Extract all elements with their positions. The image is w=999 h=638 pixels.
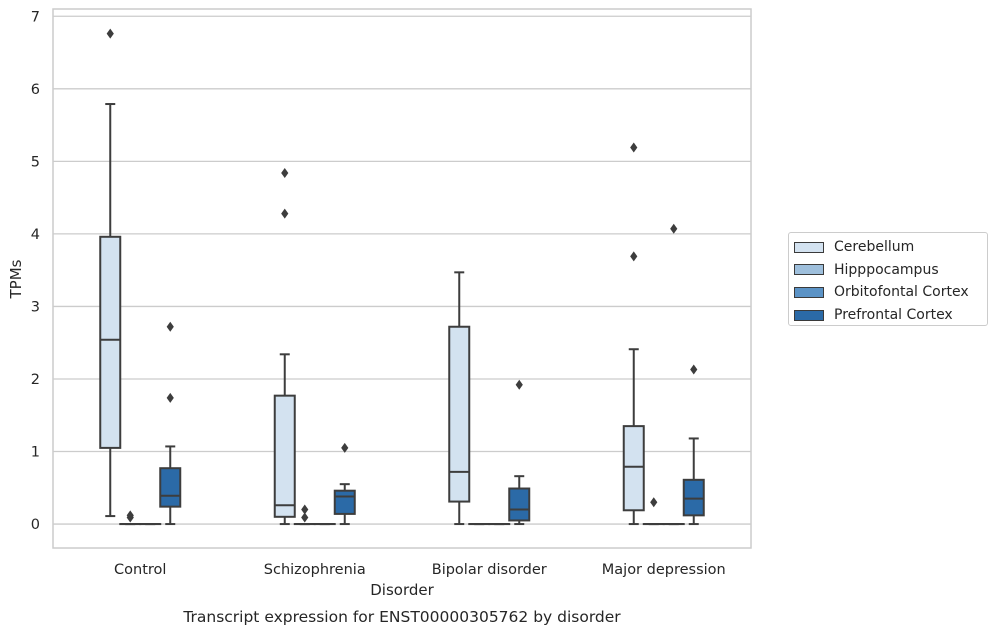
box <box>509 489 529 521</box>
box <box>100 237 120 448</box>
y-tick-label: 5 <box>31 154 40 170</box>
legend-item: Cerebellum <box>792 236 987 259</box>
y-tick-labels: 0 1 2 3 4 5 6 7 <box>31 9 40 533</box>
outlier-point <box>107 29 114 39</box>
box-group <box>295 505 315 525</box>
boxes <box>100 29 704 524</box>
box <box>275 396 295 517</box>
box <box>160 468 180 506</box>
box-group <box>644 497 664 524</box>
y-tick-label: 1 <box>31 445 40 461</box>
x-tick-label: Control <box>114 562 166 578</box>
box-group <box>275 168 295 524</box>
legend-swatch <box>794 242 824 253</box>
box-group <box>684 365 704 525</box>
outlier-point <box>281 168 288 178</box>
x-tick-label: Major depression <box>602 562 726 578</box>
box-group <box>100 29 120 516</box>
box <box>624 426 644 510</box>
box-group <box>335 443 355 524</box>
box-group <box>160 322 180 524</box>
outlier-point <box>650 497 657 507</box>
outlier-point <box>516 380 523 390</box>
box-group <box>120 510 140 524</box>
x-tick-label: Bipolar disorder <box>432 562 547 578</box>
outlier-point <box>167 393 174 403</box>
grid-lines <box>53 16 751 524</box>
outlier-point <box>670 224 677 234</box>
y-tick-label: 3 <box>31 299 40 315</box>
legend-swatch <box>794 310 824 321</box>
box-group <box>664 224 684 524</box>
y-tick-label: 2 <box>31 372 40 388</box>
outlier-point <box>630 251 637 261</box>
y-tick-label: 7 <box>31 9 40 25</box>
x-axis-label: Disorder <box>370 581 434 599</box>
legend-item: Orbitofontal Cortex <box>792 281 987 304</box>
box-group <box>449 272 469 524</box>
outlier-point <box>301 513 308 523</box>
legend-swatch <box>794 264 824 275</box>
y-tick-label: 6 <box>31 82 40 98</box>
legend: Cerebellum Hipppocampus Orbitofontal Corte… <box>788 232 988 326</box>
chart-title: Transcript expression for ENST0000030576… <box>182 608 621 626</box>
outlier-point <box>281 209 288 219</box>
x-tick-label: Schizophrenia <box>264 562 366 578</box>
legend-swatch <box>794 287 824 298</box>
y-tick-label: 4 <box>31 227 40 243</box>
legend-label: Orbitofontal Cortex <box>834 284 969 300</box>
legend-label: Cerebellum <box>834 239 914 255</box>
legend-item: Prefrontal Cortex <box>792 304 987 327</box>
box <box>449 327 469 502</box>
outlier-point <box>630 143 637 153</box>
box-group <box>624 143 644 525</box>
y-axis-label: TPMs <box>7 259 25 299</box>
box <box>335 491 355 514</box>
plot-frame <box>53 9 751 548</box>
legend-item: Hipppocampus <box>792 259 987 282</box>
legend-label: Prefrontal Cortex <box>834 307 953 323</box>
outlier-point <box>167 322 174 332</box>
y-tick-label: 0 <box>31 517 40 533</box>
x-tick-labels: Control Schizophrenia Bipolar disorder Majo… <box>114 562 726 578</box>
box <box>684 480 704 516</box>
outlier-point <box>690 365 697 375</box>
legend-label: Hipppocampus <box>834 262 939 278</box>
